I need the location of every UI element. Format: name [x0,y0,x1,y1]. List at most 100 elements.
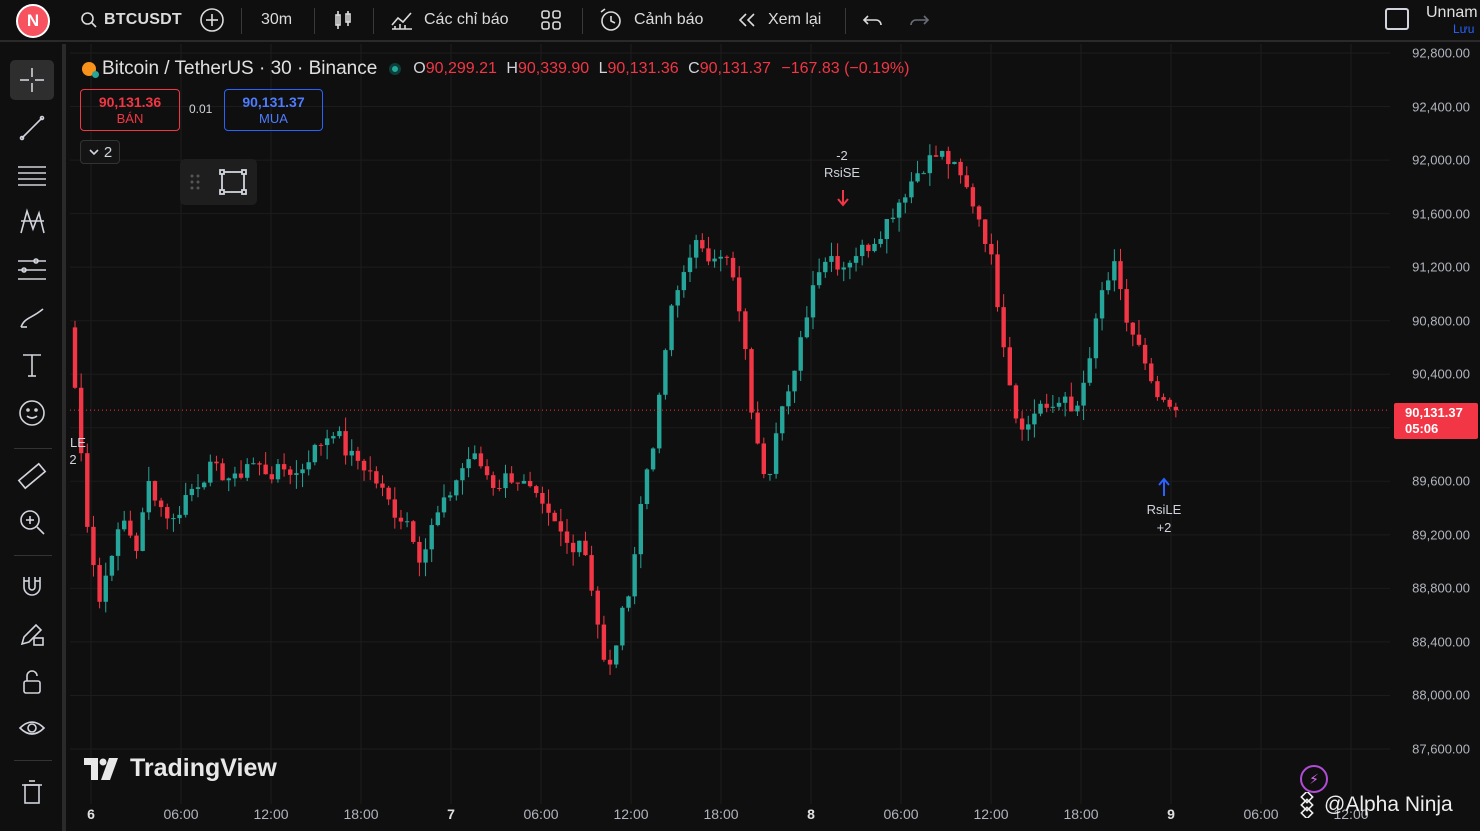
layout-templates-button[interactable] [540,0,562,40]
candle [570,534,576,566]
rectangle-select-icon[interactable] [218,167,248,197]
candle [810,270,816,330]
candle [189,483,195,502]
candle [171,513,176,532]
candle [158,497,164,517]
replay-label: Xem lại [768,11,822,28]
candle [103,562,108,613]
undo-button[interactable] [862,0,884,40]
lightning-icon[interactable]: ⚡ [1300,765,1328,793]
symbol-search-button[interactable]: BTCUSDT [80,0,182,40]
candlestick-chart[interactable]: LE 2 -2 RsiSE RsiLE +2 [70,44,1390,804]
candle [361,458,367,481]
lock-drawing-tool[interactable] [10,614,54,654]
candle [989,233,994,265]
candle [392,487,397,529]
candle [1044,393,1049,413]
search-icon [81,12,97,28]
order-quantity[interactable]: 0.01 [189,102,213,116]
chart-pane[interactable]: LE 2 -2 RsiSE RsiLE +2 Bitcoin / TetherUS · 3… [70,44,1390,831]
bar-countdown: 05:06 [1405,421,1439,436]
magnet-tool[interactable] [10,566,54,606]
candle [767,473,773,481]
candle [78,373,84,462]
candle [1032,399,1037,438]
time-axis-label: 06:00 [163,806,199,822]
price-axis-label: 92,000.00 [1412,152,1470,168]
redo-button[interactable] [908,0,930,40]
indicators-button[interactable]: Các chỉ báo [390,0,509,40]
candle [386,485,391,506]
chart-type-button[interactable] [332,0,354,40]
candle [257,461,262,476]
time-axis-label: 18:00 [343,806,379,822]
candle [214,455,219,471]
alerts-button[interactable]: Cảnh báo [598,0,703,40]
candle [478,446,484,469]
candle [841,261,846,282]
chevron-down-icon [89,149,99,156]
candle [208,454,213,487]
ohlc-values: O90,299.21 H90,339.90 L90,131.36 C90,131… [413,60,910,77]
remove-drawings-tool[interactable] [10,772,54,812]
legend-title[interactable]: Bitcoin / TetherUS · 30 · Binance [102,58,378,79]
prediction-tool[interactable] [10,250,54,290]
layout-name[interactable]: Unnam [1426,4,1478,21]
candle [1019,411,1025,441]
compare-symbol-button[interactable] [199,0,225,40]
price-axis-label: 90,800.00 [1412,313,1470,329]
zoom-tool[interactable] [10,502,54,542]
time-axis[interactable]: 6 06:00 12:00 18:00 7 06:00 12:00 18:00 8 06:00 12… [70,800,1390,831]
time-axis-label: 7 [447,806,455,822]
text-tool[interactable] [10,345,54,385]
signal-le-label: LE [70,435,86,450]
candle [534,484,539,498]
candle [607,649,613,675]
brush-icon [20,308,44,328]
sell-button[interactable]: 90,131.36 BÁN [80,89,180,131]
interval-button[interactable]: 30m [261,0,292,40]
fib-tool[interactable] [10,155,54,195]
zoom-in-icon [20,510,45,535]
candle [1173,402,1179,418]
trend-line-tool[interactable] [10,108,54,148]
emoji-tool[interactable] [10,393,54,433]
time-axis-label: 12:00 [1333,806,1369,822]
window-icon[interactable] [1385,8,1409,30]
candle [109,555,115,582]
candle [355,446,361,470]
candle [847,260,853,280]
measure-tool[interactable] [10,456,54,496]
buy-button[interactable]: 90,131.37 MUA [224,89,323,131]
candle [97,557,102,609]
candle [527,471,533,488]
indicators-collapse-button[interactable]: 2 [80,140,120,164]
save-status[interactable]: Lưu [1453,22,1475,36]
crosshair-tool[interactable] [10,60,54,100]
brush-tool[interactable] [10,298,54,338]
lock-all-tool[interactable] [10,662,54,702]
candle [466,447,471,478]
hide-drawings-tool[interactable] [10,708,54,748]
candle [300,463,305,488]
candle [324,429,330,460]
pattern-tool[interactable] [10,202,54,242]
candle [804,306,810,339]
candle [1155,375,1160,401]
candle [232,466,238,487]
candle [915,160,920,183]
candle [521,474,527,484]
user-avatar[interactable]: N [16,4,50,38]
drag-handle-icon[interactable] [188,172,202,192]
current-price-value: 90,131.37 [1405,405,1463,420]
candle [786,384,791,415]
candle [1130,322,1135,347]
price-axis-label: 91,600.00 [1412,206,1470,222]
candle [724,255,730,266]
candle [866,243,871,258]
replay-button[interactable]: Xem lại [736,0,821,40]
price-axis-label: 89,200.00 [1412,527,1470,543]
candle [1013,383,1019,424]
candle [669,304,674,357]
candle [780,405,785,441]
